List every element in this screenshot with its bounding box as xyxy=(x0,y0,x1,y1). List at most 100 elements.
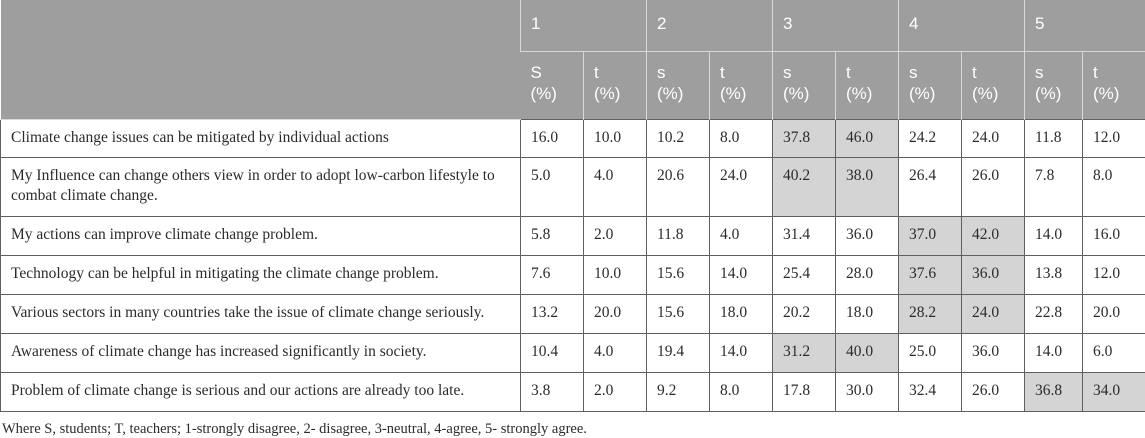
value-cell: 28.0 xyxy=(836,256,899,295)
table-body: Climate change issues can be mitigated b… xyxy=(1,120,1145,412)
value-cell: 8.0 xyxy=(1083,158,1145,217)
value-cell: 24.2 xyxy=(899,120,962,158)
value-cell: 26.0 xyxy=(962,158,1025,217)
row-statement: Various sectors in many countries take t… xyxy=(1,295,521,334)
value-cell: 26.0 xyxy=(962,373,1025,412)
header-sub-letter: t xyxy=(1093,62,1136,83)
value-cell: 7.6 xyxy=(521,256,584,295)
value-cell: 6.0 xyxy=(1083,334,1145,373)
table-row: Awareness of climate change has increase… xyxy=(1,334,1145,373)
value-cell: 20.0 xyxy=(584,295,647,334)
header-group-5: 5 xyxy=(1025,0,1145,52)
header-sub-unit: (%) xyxy=(909,83,951,104)
value-cell: 8.0 xyxy=(710,373,773,412)
value-cell: 14.0 xyxy=(1025,334,1083,373)
value-cell: 14.0 xyxy=(1025,217,1083,256)
value-cell: 2.0 xyxy=(584,217,647,256)
table-row: My Influence can change others view in o… xyxy=(1,158,1145,217)
header-sub-letter: s xyxy=(783,62,825,83)
header-group-1: 1 xyxy=(521,0,647,52)
header-sub-letter: t xyxy=(972,62,1014,83)
row-statement: Awareness of climate change has increase… xyxy=(1,334,521,373)
header-sub-cell: t(%) xyxy=(710,52,773,120)
header-group-2: 2 xyxy=(647,0,773,52)
header-sub-unit: (%) xyxy=(783,83,825,104)
value-cell: 10.4 xyxy=(521,334,584,373)
header-sub-letter: t xyxy=(846,62,888,83)
value-cell: 40.0 xyxy=(836,334,899,373)
table-row: Technology can be helpful in mitigating … xyxy=(1,256,1145,295)
value-cell: 4.0 xyxy=(584,158,647,217)
header-sub-cell: s(%) xyxy=(1025,52,1083,120)
row-statement: Climate change issues can be mitigated b… xyxy=(1,120,521,158)
header-sub-cell: t(%) xyxy=(962,52,1025,120)
value-cell: 12.0 xyxy=(1083,120,1145,158)
value-cell: 24.0 xyxy=(710,158,773,217)
table-row: Problem of climate change is serious and… xyxy=(1,373,1145,412)
row-statement: Problem of climate change is serious and… xyxy=(1,373,521,412)
value-cell: 25.4 xyxy=(773,256,836,295)
header-sub-cell: S(%) xyxy=(521,52,584,120)
header-sub-unit: (%) xyxy=(720,83,762,104)
value-cell: 25.0 xyxy=(899,334,962,373)
header-sub-cell: t(%) xyxy=(1083,52,1145,120)
value-cell: 12.0 xyxy=(1083,256,1145,295)
header-sub-letter: t xyxy=(594,62,636,83)
value-cell: 26.4 xyxy=(899,158,962,217)
value-cell: 15.6 xyxy=(647,256,710,295)
value-cell: 18.0 xyxy=(710,295,773,334)
header-sub-letter: s xyxy=(909,62,951,83)
value-cell: 36.0 xyxy=(836,217,899,256)
value-cell: 42.0 xyxy=(962,217,1025,256)
value-cell: 7.8 xyxy=(1025,158,1083,217)
value-cell: 4.0 xyxy=(584,334,647,373)
value-cell: 22.8 xyxy=(1025,295,1083,334)
value-cell: 24.0 xyxy=(962,120,1025,158)
value-cell: 8.0 xyxy=(710,120,773,158)
row-statement: Technology can be helpful in mitigating … xyxy=(1,256,521,295)
value-cell: 11.8 xyxy=(647,217,710,256)
value-cell: 40.2 xyxy=(773,158,836,217)
header-sub-cell: s(%) xyxy=(647,52,710,120)
table-row: Climate change issues can be mitigated b… xyxy=(1,120,1145,158)
header-blank-cell xyxy=(1,0,521,120)
header-sub-cell: s(%) xyxy=(899,52,962,120)
table-header: 1 2 3 4 5 S(%)t(%)s(%)t(%)s(%)t(%)s(%)t(… xyxy=(1,0,1145,120)
value-cell: 31.4 xyxy=(773,217,836,256)
value-cell: 20.6 xyxy=(647,158,710,217)
header-sub-unit: (%) xyxy=(1093,83,1136,104)
row-statement: My actions can improve climate change pr… xyxy=(1,217,521,256)
header-sub-letter: S xyxy=(531,62,574,83)
value-cell: 24.0 xyxy=(962,295,1025,334)
header-sub-unit: (%) xyxy=(846,83,888,104)
value-cell: 18.0 xyxy=(836,295,899,334)
header-sub-cell: t(%) xyxy=(584,52,647,120)
value-cell: 20.0 xyxy=(1083,295,1145,334)
value-cell: 37.0 xyxy=(899,217,962,256)
value-cell: 13.2 xyxy=(521,295,584,334)
value-cell: 36.8 xyxy=(1025,373,1083,412)
value-cell: 30.0 xyxy=(836,373,899,412)
survey-table: 1 2 3 4 5 S(%)t(%)s(%)t(%)s(%)t(%)s(%)t(… xyxy=(0,0,1145,412)
value-cell: 16.0 xyxy=(521,120,584,158)
header-sub-letter: s xyxy=(1035,62,1072,83)
value-cell: 38.0 xyxy=(836,158,899,217)
header-sub-cell: s(%) xyxy=(773,52,836,120)
value-cell: 2.0 xyxy=(584,373,647,412)
table-row: My actions can improve climate change pr… xyxy=(1,217,1145,256)
value-cell: 20.2 xyxy=(773,295,836,334)
value-cell: 16.0 xyxy=(1083,217,1145,256)
value-cell: 14.0 xyxy=(710,334,773,373)
table-footnote: Where S, students; T, teachers; 1-strong… xyxy=(0,412,1145,438)
header-sub-letter: s xyxy=(657,62,699,83)
header-sub-letter: t xyxy=(720,62,762,83)
row-statement: My Influence can change others view in o… xyxy=(1,158,521,217)
value-cell: 28.2 xyxy=(899,295,962,334)
value-cell: 46.0 xyxy=(836,120,899,158)
header-group-row: 1 2 3 4 5 xyxy=(1,0,1145,52)
header-group-4: 4 xyxy=(899,0,1025,52)
value-cell: 37.6 xyxy=(899,256,962,295)
value-cell: 5.0 xyxy=(521,158,584,217)
value-cell: 5.8 xyxy=(521,217,584,256)
value-cell: 37.8 xyxy=(773,120,836,158)
